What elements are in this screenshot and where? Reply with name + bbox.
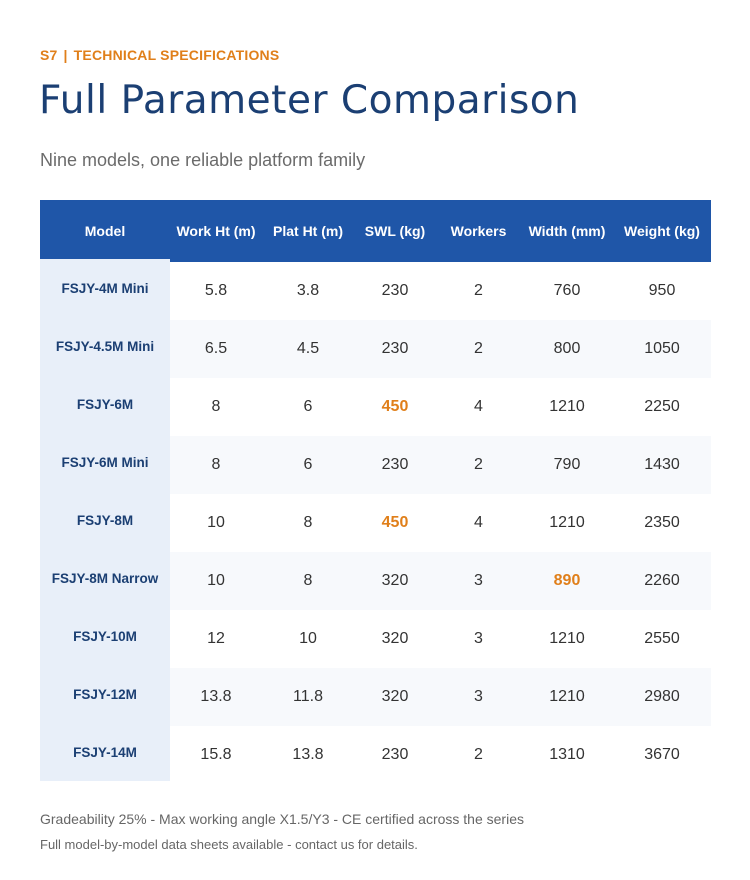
- cell-workers: 2: [474, 746, 483, 763]
- section-divider: |: [63, 47, 68, 63]
- cell-platform-height: 13.8: [292, 746, 324, 763]
- cell-workers: 2: [474, 282, 483, 299]
- table-row: FSJY-8M 10 8 450 4 1210 2350: [40, 491, 711, 552]
- cell-weight: 2980: [644, 688, 680, 705]
- cell-weight: 2260: [644, 572, 680, 589]
- cell-model: FSJY-4M Mini: [40, 259, 170, 317]
- cell-weight: 2350: [644, 514, 680, 531]
- cell-swl: 450: [381, 398, 409, 415]
- table-row: FSJY-12M 13.8 11.8 320 3 1210 2980: [40, 665, 711, 726]
- col-header-weight: Weight (kg): [624, 223, 700, 239]
- cell-platform-height: 8: [303, 514, 313, 531]
- spec-table: Model Work Ht (m) Plat Ht (m) SWL (kg) W…: [40, 200, 711, 784]
- cell-workers: 3: [474, 688, 483, 705]
- cell-swl: 320: [381, 630, 409, 647]
- cell-width: 1310: [549, 746, 585, 763]
- footer-contact-note: Full model-by-model data sheets availabl…: [40, 837, 418, 852]
- row-values: 12 10 320 3 1210 2550: [170, 610, 711, 668]
- cell-model: FSJY-4.5M Mini: [40, 317, 170, 375]
- section-number: S7: [40, 47, 58, 63]
- cell-width: 1210: [549, 514, 585, 531]
- col-header-swl: SWL (kg): [364, 223, 426, 239]
- cell-width: 800: [553, 340, 581, 357]
- page-subtitle: Nine models, one reliable platform famil…: [40, 150, 366, 170]
- cell-width: 790: [553, 456, 581, 473]
- cell-work-height: 5.8: [204, 282, 228, 299]
- cell-model: FSJY-8M Narrow: [40, 549, 170, 607]
- cell-workers: 4: [474, 514, 483, 531]
- table-row: FSJY-8M Narrow 10 8 320 3 890 2260: [40, 549, 711, 610]
- cell-swl: 320: [381, 688, 409, 705]
- cell-model: FSJY-6M Mini: [40, 433, 170, 491]
- row-values: 10 8 450 4 1210 2350: [170, 494, 711, 552]
- cell-weight: 2250: [644, 398, 680, 415]
- cell-model: FSJY-14M: [40, 723, 170, 781]
- cell-workers: 2: [474, 340, 483, 357]
- cell-work-height: 8: [211, 456, 221, 473]
- section-eyebrow: S7 | TECHNICAL SPECIFICATIONS: [40, 47, 279, 63]
- cell-width: 760: [553, 282, 581, 299]
- cell-work-height: 12: [207, 630, 225, 647]
- cell-workers: 2: [474, 456, 483, 473]
- cell-work-height: 8: [211, 398, 221, 415]
- cell-model: FSJY-6M: [40, 375, 170, 433]
- table-row: FSJY-4.5M Mini 6.5 4.5 230 2 800 1050: [40, 317, 711, 378]
- table-row: FSJY-10M 12 10 320 3 1210 2550: [40, 607, 711, 668]
- cell-swl: 230: [381, 282, 409, 299]
- cell-platform-height: 3.8: [296, 282, 320, 299]
- table-header: Model Work Ht (m) Plat Ht (m) SWL (kg) W…: [40, 200, 711, 262]
- cell-model: FSJY-8M: [40, 491, 170, 549]
- col-header-workers: Workers: [450, 223, 507, 239]
- cell-width: 1210: [549, 688, 585, 705]
- col-header-width: Width (mm): [528, 223, 606, 239]
- cell-swl: 230: [381, 746, 409, 763]
- cell-swl: 230: [381, 456, 409, 473]
- row-values: 13.8 11.8 320 3 1210 2980: [170, 668, 711, 726]
- cell-platform-height: 6: [303, 456, 313, 473]
- cell-work-height: 15.8: [200, 746, 232, 763]
- cell-work-height: 10: [207, 514, 225, 531]
- cell-workers: 4: [474, 398, 483, 415]
- cell-swl: 230: [381, 340, 409, 357]
- cell-weight: 1430: [644, 456, 680, 473]
- section-label: TECHNICAL SPECIFICATIONS: [73, 47, 280, 63]
- table-row: FSJY-14M 15.8 13.8 230 2 1310 3670: [40, 723, 711, 784]
- row-values: 10 8 320 3 890 2260: [170, 552, 711, 610]
- cell-platform-height: 8: [303, 572, 313, 589]
- table-body: FSJY-4M Mini 5.8 3.8 230 2 760 950 FSJY-4.5M Mi…: [40, 259, 711, 784]
- col-header-model: Model: [84, 223, 126, 239]
- row-values: 15.8 13.8 230 2 1310 3670: [170, 726, 711, 784]
- cell-work-height: 6.5: [204, 340, 228, 357]
- cell-workers: 3: [474, 630, 483, 647]
- cell-platform-height: 11.8: [293, 688, 323, 705]
- table-row: FSJY-6M Mini 8 6 230 2 790 1430: [40, 433, 711, 494]
- cell-width: 1210: [549, 630, 585, 647]
- cell-weight: 3670: [644, 746, 680, 763]
- cell-platform-height: 4.5: [296, 340, 320, 357]
- cell-platform-height: 10: [299, 630, 317, 647]
- cell-width: 1210: [549, 398, 585, 415]
- col-header-work-height: Work Ht (m): [176, 223, 256, 239]
- cell-width: 890: [553, 572, 581, 589]
- row-values: 5.8 3.8 230 2 760 950: [170, 262, 711, 320]
- col-header-platform-height: Plat Ht (m): [273, 223, 343, 239]
- cell-work-height: 10: [207, 572, 225, 589]
- row-values: 6.5 4.5 230 2 800 1050: [170, 320, 711, 378]
- cell-model: FSJY-10M: [40, 607, 170, 665]
- cell-weight: 1050: [644, 340, 680, 357]
- cell-model: FSJY-12M: [40, 665, 170, 723]
- row-values: 8 6 230 2 790 1430: [170, 436, 711, 494]
- footer-note: Gradeability 25% - Max working angle X1.…: [40, 811, 524, 827]
- table-row: FSJY-6M 8 6 450 4 1210 2250: [40, 375, 711, 436]
- cell-weight: 950: [648, 282, 676, 299]
- cell-swl: 450: [381, 514, 409, 531]
- table-row: FSJY-4M Mini 5.8 3.8 230 2 760 950: [40, 259, 711, 320]
- cell-platform-height: 6: [303, 398, 313, 415]
- page-title: Full Parameter Comparison: [39, 78, 580, 123]
- row-values: 8 6 450 4 1210 2250: [170, 378, 711, 436]
- cell-swl: 320: [381, 572, 409, 589]
- cell-workers: 3: [474, 572, 483, 589]
- cell-work-height: 13.8: [200, 688, 232, 705]
- cell-weight: 2550: [644, 630, 680, 647]
